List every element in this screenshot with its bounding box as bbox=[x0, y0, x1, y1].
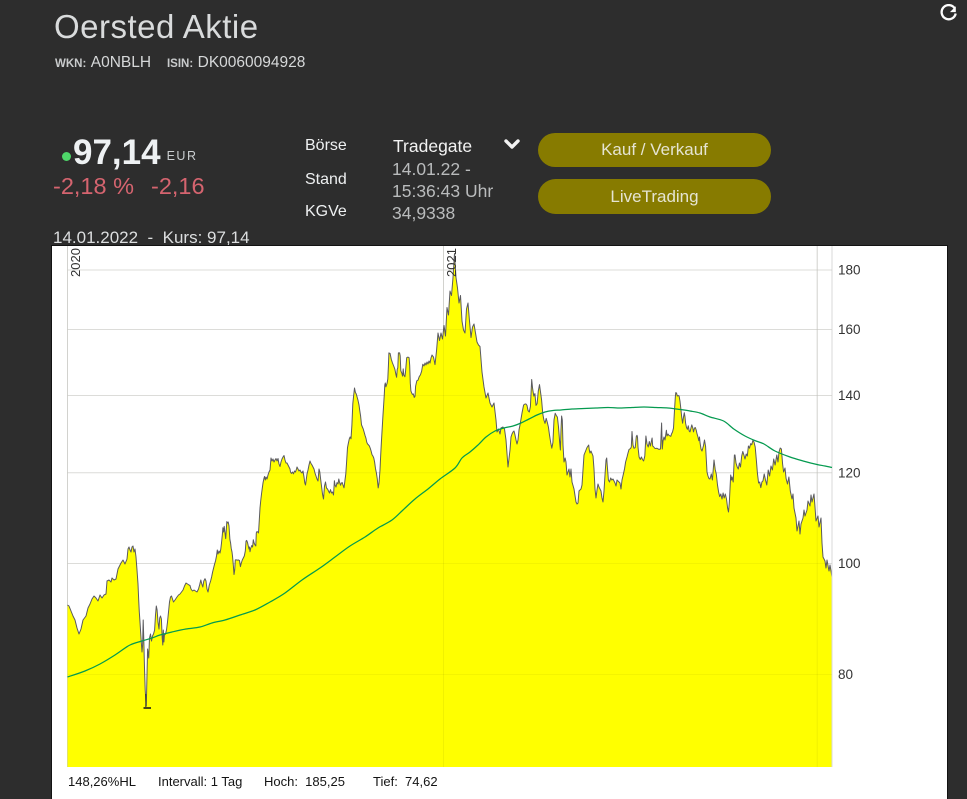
svg-text:100: 100 bbox=[838, 556, 861, 571]
svg-text:140: 140 bbox=[838, 388, 861, 403]
svg-text:2021: 2021 bbox=[444, 248, 459, 277]
svg-text:120: 120 bbox=[838, 465, 861, 480]
svg-text:2020: 2020 bbox=[68, 248, 83, 277]
svg-text:160: 160 bbox=[838, 322, 861, 337]
svg-text:180: 180 bbox=[838, 263, 861, 278]
svg-text:80: 80 bbox=[838, 667, 853, 682]
